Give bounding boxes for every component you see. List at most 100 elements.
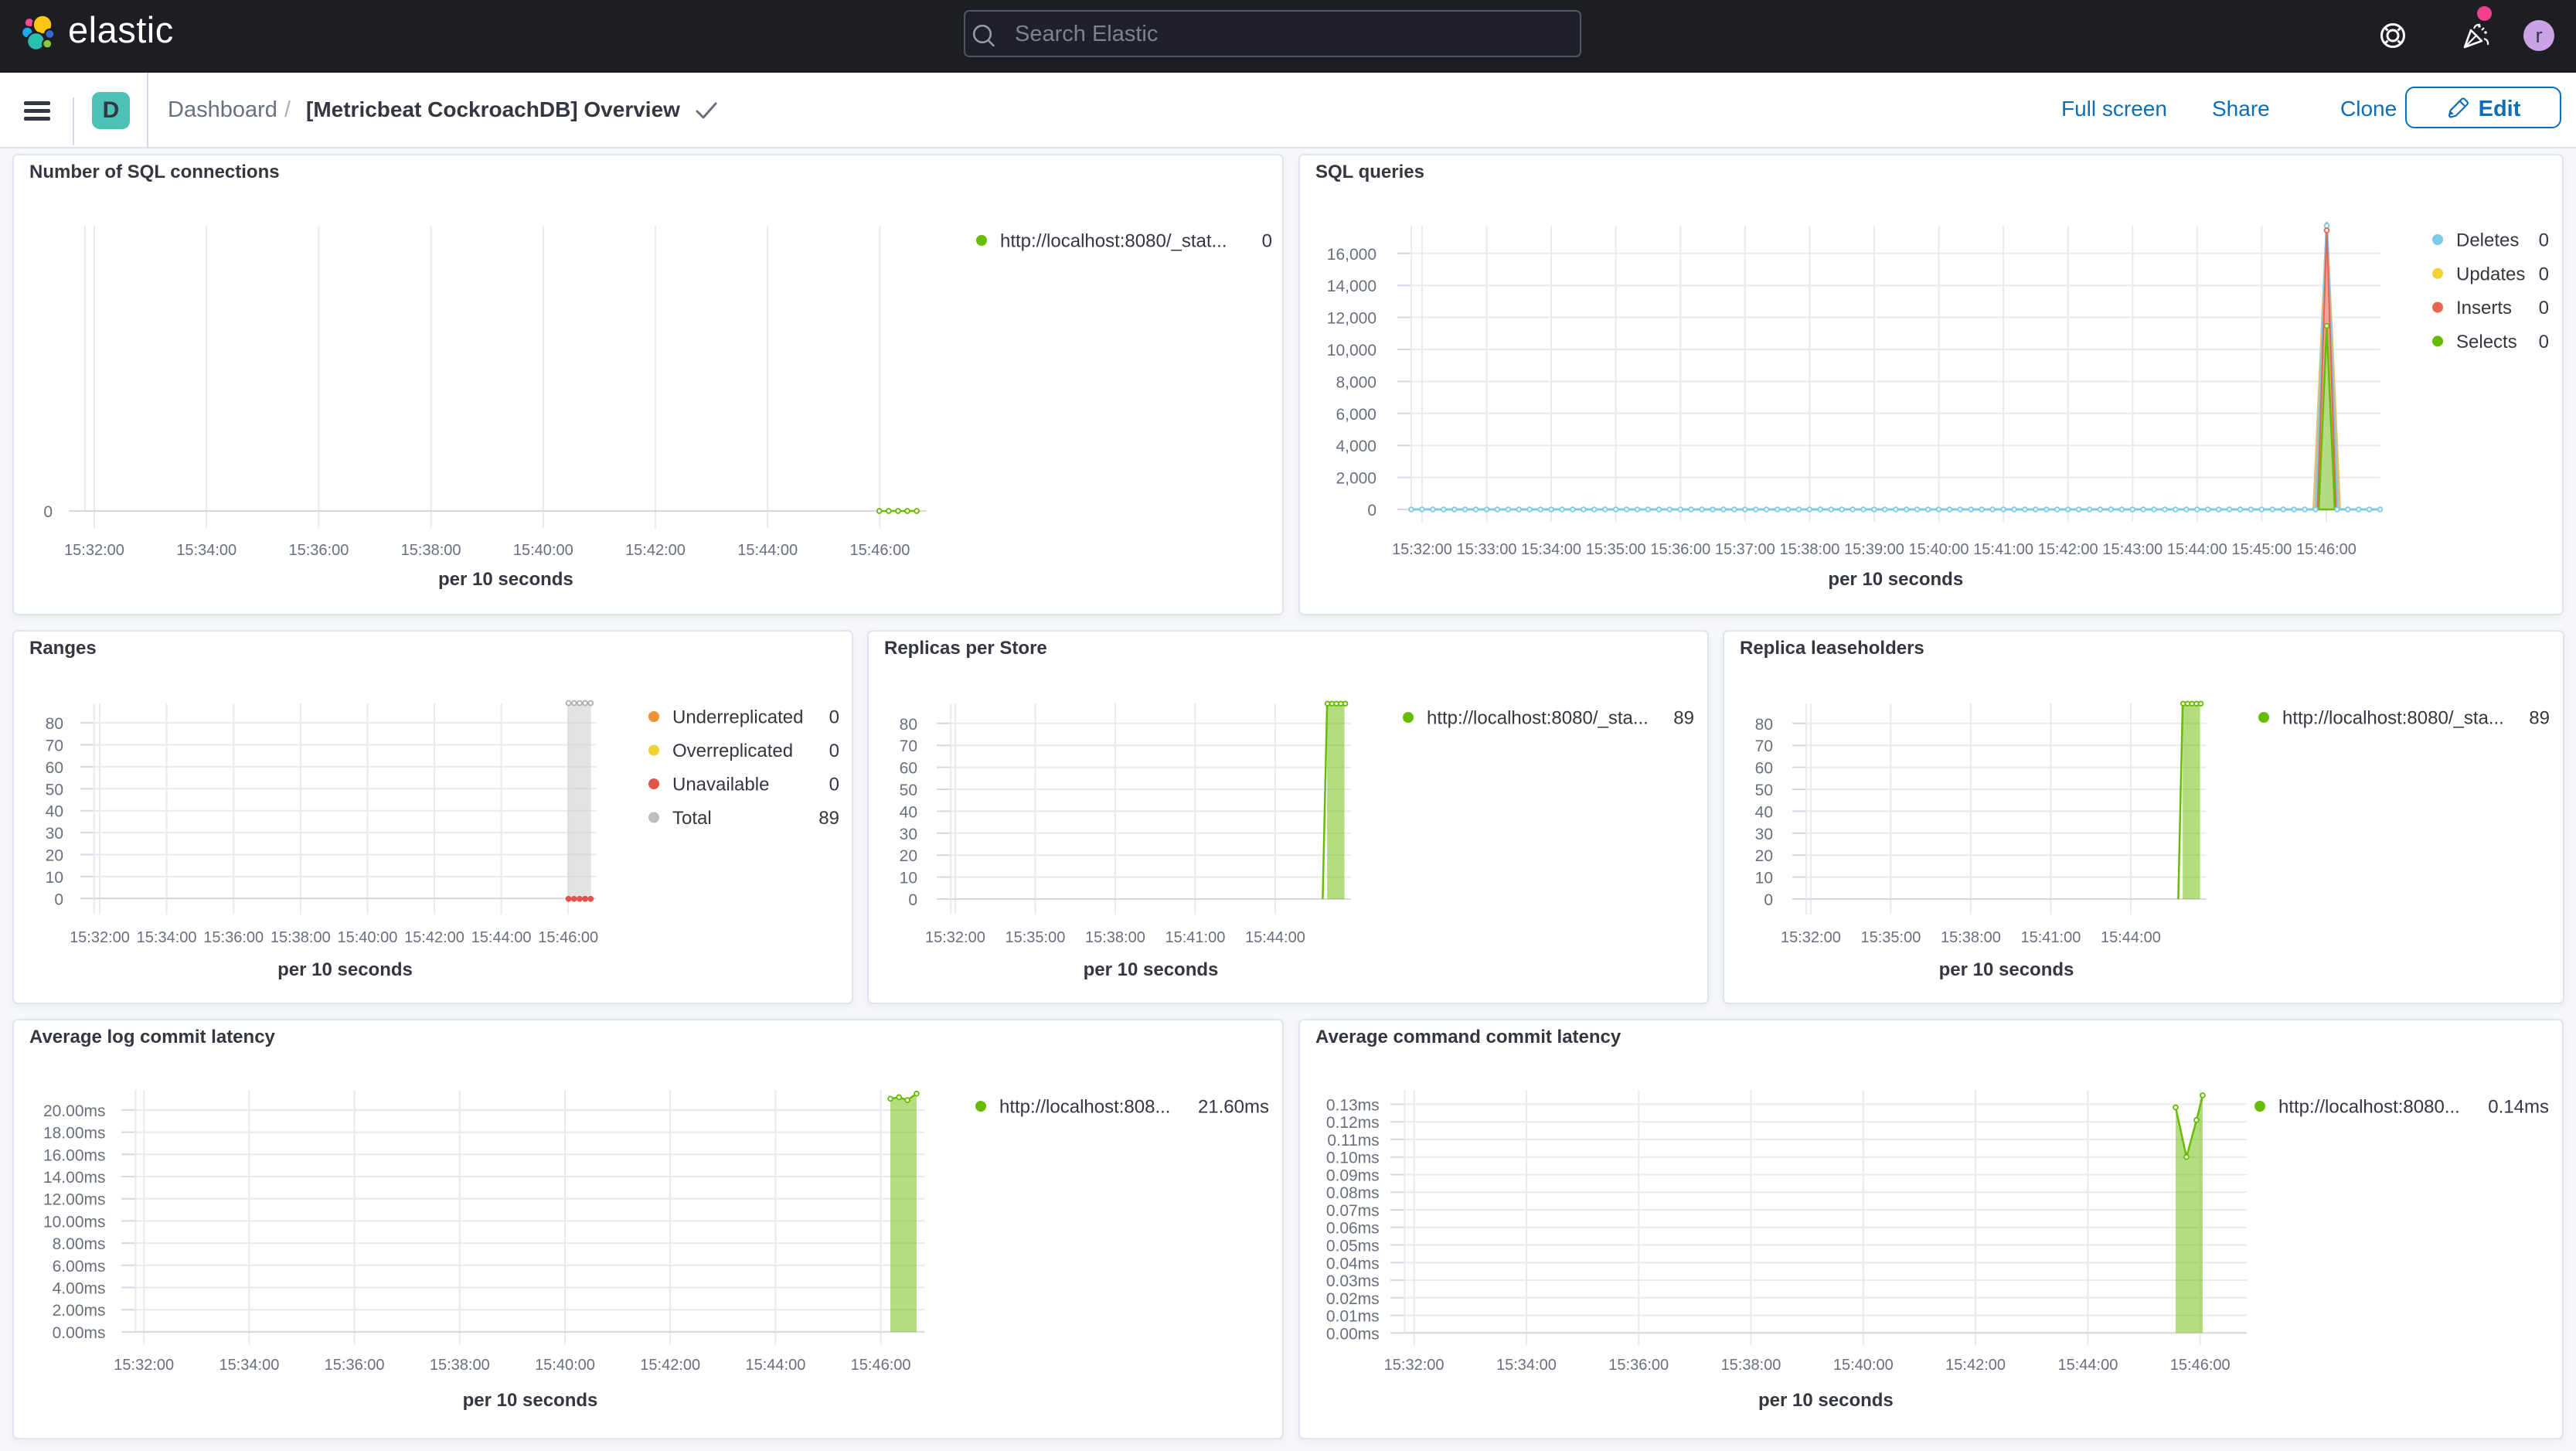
svg-text:0.08ms: 0.08ms — [1326, 1184, 1380, 1202]
svg-text:20: 20 — [1755, 847, 1773, 865]
svg-text:0.06ms: 0.06ms — [1326, 1220, 1380, 1238]
svg-text:15:36:00: 15:36:00 — [1608, 1357, 1669, 1374]
svg-text:15:40:00: 15:40:00 — [337, 929, 397, 946]
svg-text:per 10 seconds: per 10 seconds — [463, 1390, 598, 1411]
svg-text:60: 60 — [900, 760, 917, 778]
svg-text:15:34:00: 15:34:00 — [137, 929, 197, 946]
svg-text:89: 89 — [818, 808, 839, 829]
svg-text:http://localhost:8080/_sta...: http://localhost:8080/_sta... — [2282, 708, 2504, 729]
svg-text:0: 0 — [1262, 231, 1272, 252]
svg-text:15:40:00: 15:40:00 — [535, 1357, 595, 1374]
svg-text:15:44:00: 15:44:00 — [2057, 1357, 2118, 1374]
svg-text:0.12ms: 0.12ms — [1326, 1114, 1380, 1132]
svg-text:15:46:00: 15:46:00 — [2296, 541, 2357, 558]
svg-text:15:43:00: 15:43:00 — [2102, 541, 2163, 558]
svg-text:15:38:00: 15:38:00 — [1721, 1357, 1781, 1374]
svg-text:6.00ms: 6.00ms — [53, 1258, 106, 1276]
svg-text:15:40:00: 15:40:00 — [513, 542, 573, 559]
svg-text:15:35:00: 15:35:00 — [1005, 929, 1065, 946]
svg-text:per 10 seconds: per 10 seconds — [1939, 959, 2074, 980]
svg-text:89: 89 — [1673, 708, 1694, 729]
svg-text:per 10 seconds: per 10 seconds — [1828, 569, 1963, 590]
svg-text:15:36:00: 15:36:00 — [1650, 541, 1710, 558]
svg-text:18.00ms: 18.00ms — [43, 1125, 106, 1143]
svg-text:15:46:00: 15:46:00 — [538, 929, 598, 946]
svg-text:0.00ms: 0.00ms — [1326, 1325, 1380, 1343]
svg-text:20: 20 — [46, 847, 63, 865]
svg-text:15:42:00: 15:42:00 — [1945, 1357, 2006, 1374]
svg-text:15:32:00: 15:32:00 — [925, 929, 985, 946]
svg-text:14.00ms: 14.00ms — [43, 1169, 106, 1187]
svg-text:per 10 seconds: per 10 seconds — [1084, 959, 1219, 980]
svg-text:30: 30 — [1755, 826, 1773, 843]
svg-text:6,000: 6,000 — [1336, 406, 1376, 424]
svg-text:15:36:00: 15:36:00 — [203, 929, 264, 946]
svg-text:10: 10 — [46, 869, 63, 887]
svg-text:80: 80 — [1755, 716, 1773, 734]
svg-text:0.01ms: 0.01ms — [1326, 1308, 1380, 1326]
svg-text:15:44:00: 15:44:00 — [737, 542, 798, 559]
svg-text:Deletes: Deletes — [2456, 230, 2519, 251]
svg-text:30: 30 — [900, 826, 917, 843]
svg-text:50: 50 — [900, 782, 917, 799]
svg-text:15:45:00: 15:45:00 — [2231, 541, 2292, 558]
svg-text:70: 70 — [1755, 737, 1773, 755]
svg-text:15:46:00: 15:46:00 — [849, 542, 910, 559]
svg-text:Updates: Updates — [2456, 264, 2525, 284]
svg-text:15:38:00: 15:38:00 — [1941, 929, 2001, 946]
svg-text:15:38:00: 15:38:00 — [401, 542, 461, 559]
svg-text:8,000: 8,000 — [1336, 373, 1376, 391]
svg-text:14,000: 14,000 — [1327, 278, 1376, 295]
svg-text:0: 0 — [829, 741, 839, 761]
svg-text:4,000: 4,000 — [1336, 438, 1376, 455]
svg-text:15:38:00: 15:38:00 — [430, 1357, 490, 1374]
svg-text:0: 0 — [1764, 891, 1773, 909]
svg-text:0: 0 — [43, 503, 53, 521]
svg-text:15:32:00: 15:32:00 — [1781, 929, 1841, 946]
svg-text:0.14ms: 0.14ms — [2488, 1097, 2549, 1118]
svg-text:89: 89 — [2529, 708, 2550, 729]
svg-text:15:36:00: 15:36:00 — [325, 1357, 385, 1374]
svg-text:15:38:00: 15:38:00 — [271, 929, 331, 946]
svg-text:15:44:00: 15:44:00 — [745, 1357, 805, 1374]
svg-text:15:44:00: 15:44:00 — [1245, 929, 1305, 946]
svg-text:Inserts: Inserts — [2456, 298, 2512, 318]
svg-text:15:44:00: 15:44:00 — [471, 929, 532, 946]
svg-text:15:32:00: 15:32:00 — [114, 1357, 174, 1374]
svg-text:40: 40 — [1755, 803, 1773, 821]
svg-text:per 10 seconds: per 10 seconds — [1758, 1390, 1894, 1411]
svg-text:60: 60 — [46, 759, 63, 777]
svg-text:per 10 seconds: per 10 seconds — [277, 959, 413, 980]
svg-text:Selects: Selects — [2456, 332, 2517, 353]
svg-text:80: 80 — [46, 715, 63, 733]
svg-text:15:35:00: 15:35:00 — [1586, 541, 1646, 558]
svg-text:50: 50 — [1755, 782, 1773, 799]
svg-text:0.13ms: 0.13ms — [1326, 1096, 1380, 1114]
svg-text:15:46:00: 15:46:00 — [851, 1357, 911, 1374]
svg-text:0.05ms: 0.05ms — [1326, 1238, 1380, 1255]
svg-text:0: 0 — [908, 891, 917, 909]
svg-text:15:35:00: 15:35:00 — [1860, 929, 1921, 946]
svg-text:0.00ms: 0.00ms — [53, 1324, 106, 1342]
svg-text:60: 60 — [1755, 760, 1773, 778]
svg-text:4.00ms: 4.00ms — [53, 1280, 106, 1298]
svg-text:30: 30 — [46, 825, 63, 843]
svg-text:15:41:00: 15:41:00 — [1165, 929, 1225, 946]
svg-text:10.00ms: 10.00ms — [43, 1213, 106, 1231]
svg-text:2.00ms: 2.00ms — [53, 1302, 106, 1320]
svg-text:15:34:00: 15:34:00 — [1496, 1357, 1557, 1374]
svg-text:15:42:00: 15:42:00 — [640, 1357, 700, 1374]
svg-text:10: 10 — [1755, 870, 1773, 887]
svg-text:0.04ms: 0.04ms — [1326, 1255, 1380, 1272]
svg-text:20.00ms: 20.00ms — [43, 1102, 106, 1120]
svg-text:0: 0 — [2539, 264, 2549, 284]
svg-text:15:38:00: 15:38:00 — [1085, 929, 1145, 946]
svg-text:15:44:00: 15:44:00 — [2167, 541, 2227, 558]
svg-text:0: 0 — [54, 891, 63, 908]
svg-text:http://localhost:8080/_stat...: http://localhost:8080/_stat... — [1000, 231, 1227, 252]
svg-text:15:40:00: 15:40:00 — [1909, 541, 1969, 558]
svg-text:0: 0 — [829, 775, 839, 795]
svg-text:0: 0 — [1367, 502, 1376, 519]
svg-text:12,000: 12,000 — [1327, 310, 1376, 328]
svg-text:15:39:00: 15:39:00 — [1844, 541, 1904, 558]
